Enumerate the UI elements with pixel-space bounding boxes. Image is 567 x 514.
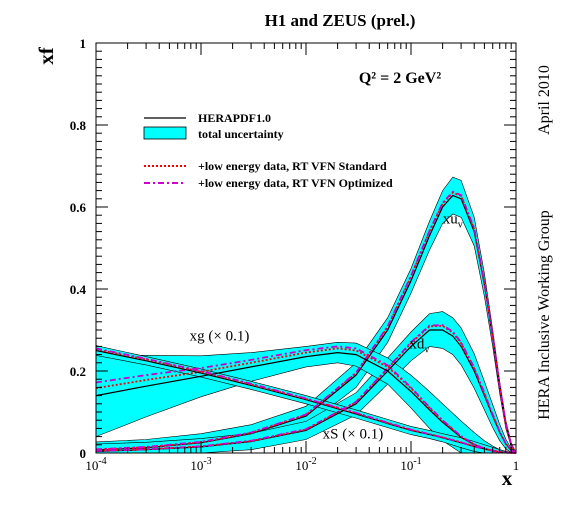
y-tick-label: 0.6 (70, 200, 87, 215)
optimized-curve-0 (95, 190, 517, 454)
curve-label-subscript: v (424, 344, 429, 355)
x-tick-label: 10-2 (295, 456, 316, 473)
standard-curve-1 (95, 324, 517, 454)
q2-annotation: Q² = 2 GeV² (359, 70, 441, 87)
legend-label-band: total uncertainty (198, 127, 284, 141)
optimized-curve-3 (95, 347, 517, 454)
y-axis-label: xf (34, 46, 58, 65)
x-tick-exponent: -4 (98, 456, 106, 467)
y-tick-label: 0 (80, 446, 87, 461)
x-tick-exponent: -3 (203, 456, 211, 467)
curve-label-subscript: v (458, 219, 463, 230)
x-axis-label: x (502, 466, 513, 490)
curve-label: xdv (409, 336, 429, 355)
curve-label: xuv (443, 211, 463, 230)
y-tick-label: 0.2 (70, 364, 86, 379)
chart-title: H1 and ZEUS (prel.) (265, 11, 416, 30)
curve-label: xg (× 0.1) (190, 328, 250, 344)
side-label-group: HERA Inclusive Working Group (536, 210, 553, 420)
x-tick-label: 10-1 (400, 456, 421, 473)
side-label-date: April 2010 (536, 65, 553, 135)
x-tick-label: 1 (513, 458, 520, 473)
curves (95, 190, 517, 454)
curve-label: xS (× 0.1) (323, 427, 384, 443)
x-tick-exponent: -2 (308, 456, 316, 467)
y-tick-label: 1 (80, 36, 87, 51)
legend-label-standard: +low energy data, RT VFN Standard (198, 159, 387, 173)
legend-swatch-band (143, 126, 187, 140)
x-tick-label: 10-4 (85, 456, 106, 473)
curve-labels: xuv xdv xg (× 0.1) xS (× 0.1) (190, 211, 463, 442)
y-tick-label: 0.8 (70, 118, 87, 133)
x-tick-exponent: -1 (413, 456, 421, 467)
y-tick-label: 0.4 (70, 282, 87, 297)
optimized-curve-1 (95, 324, 517, 454)
legend-label-optimized: +low energy data, RT VFN Optimized (198, 176, 393, 190)
x-tick-label: 10-3 (190, 456, 211, 473)
legend-label-central: HERAPDF1.0 (198, 111, 271, 125)
legend: HERAPDF1.0 total uncertainty +low energy… (143, 111, 393, 190)
